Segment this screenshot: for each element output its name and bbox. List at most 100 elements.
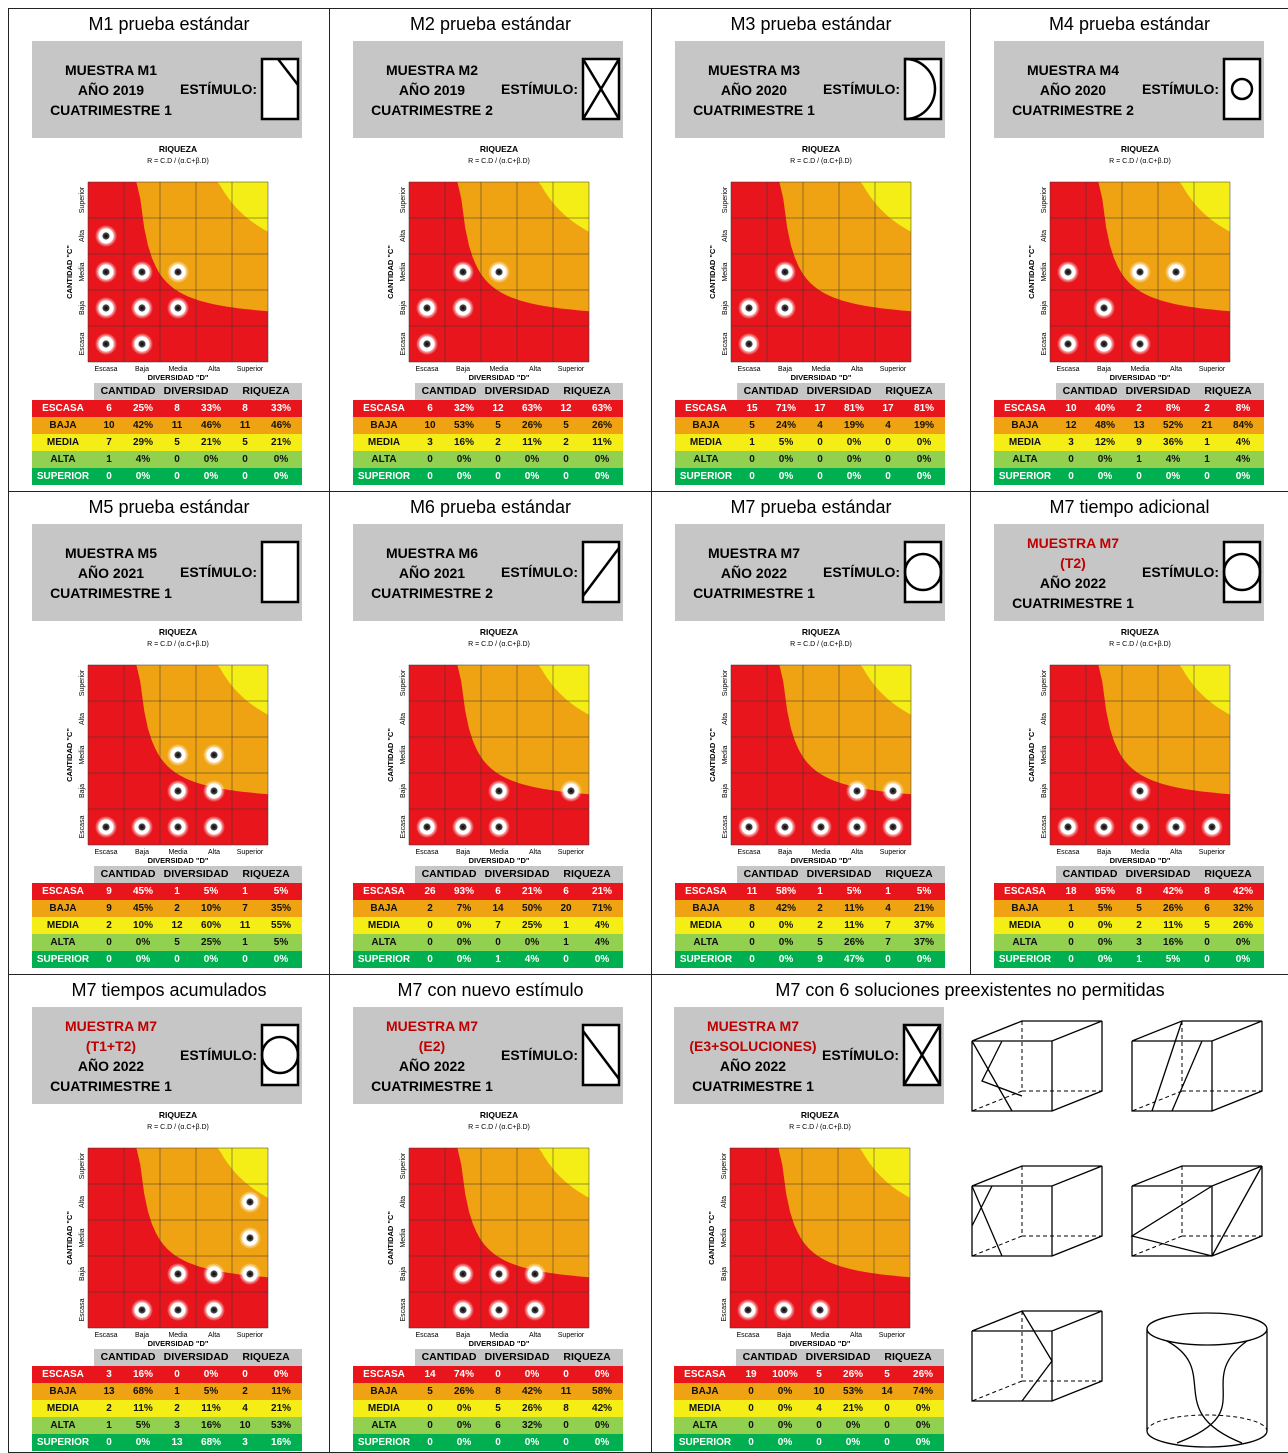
y-tick-label: Superior <box>79 669 86 696</box>
y-tick-label: Baja <box>79 784 86 798</box>
table-cell: 0% <box>902 1434 945 1451</box>
table-cell: 8 <box>551 1400 582 1417</box>
sample-info-line: CUATRIMESTRE 1 <box>1012 594 1134 611</box>
data-point <box>488 780 510 802</box>
table-cell: 0 <box>872 1400 903 1417</box>
table-cell: 50% <box>513 900 552 917</box>
y-tick-label: Superior <box>400 669 407 696</box>
chart-zones <box>1050 665 1230 845</box>
zone-baja <box>755 1148 910 1278</box>
table-cell: 0% <box>834 1417 873 1434</box>
x-tick-label: Media <box>168 849 187 856</box>
sample-info: MUESTRA M2 AÑO 2019 CUATRIMESTRE 2 <box>357 41 507 138</box>
table-cell: 11% <box>581 434 624 451</box>
table-cell: 0 <box>804 1434 835 1451</box>
table-cell: 11 <box>737 883 767 900</box>
table-row: SUPERIOR 0 0% 0 0% 0 0% <box>674 1434 945 1451</box>
sample-header: MUESTRA M7 (T2) AÑO 2022 CUATRIMESTRE 1 ESTÍ… <box>994 524 1264 621</box>
zone-media <box>1111 182 1230 232</box>
table-cell: 0 <box>230 451 261 468</box>
table-cell: 0 <box>736 1400 766 1417</box>
table-cell: 4 <box>804 1400 835 1417</box>
table-cell: 9 <box>1124 434 1155 451</box>
table-cell: 0% <box>766 1400 805 1417</box>
chart-formula: R = C.D / (α.C+β.D) <box>790 158 852 165</box>
data-point <box>167 1299 189 1321</box>
table-row: ESCASA 26 93% 6 21% 6 21% <box>353 883 624 900</box>
sample-info-line: AÑO 2021 <box>77 564 145 581</box>
x-tick-label: Alta <box>529 849 541 856</box>
data-point <box>452 1299 474 1321</box>
y-tick-label: Media <box>1041 745 1048 764</box>
table-cell: 1 <box>1124 951 1155 968</box>
row-label: ALTA <box>675 451 737 468</box>
table-row: ALTA 1 4% 0 0% 0 0% <box>32 451 303 468</box>
table-cell: 0% <box>513 1434 552 1451</box>
table-cell: 60% <box>192 917 231 934</box>
table-row: BAJA 8 42% 2 11% 4 21% <box>675 900 946 917</box>
x-tick-label: Media <box>489 366 508 373</box>
table-cell: 0% <box>767 468 806 485</box>
stimulus-label: ESTÍMULO: <box>501 564 578 580</box>
box-solution-5-icon <box>971 1310 1103 1402</box>
table-corner <box>674 1349 736 1366</box>
table-cell: 10 <box>415 417 445 434</box>
row-label: MEDIA <box>994 917 1056 934</box>
data-point <box>1093 333 1115 355</box>
x-cross-icon <box>902 1023 942 1087</box>
table-row: MEDIA 0 0% 5 26% 8 42% <box>353 1400 624 1417</box>
data-point <box>203 1263 225 1285</box>
table-cell: 10 <box>94 417 124 434</box>
table-header: RIQUEZA <box>873 866 946 883</box>
table-cell: 0% <box>445 451 484 468</box>
table-cell: 0% <box>1222 934 1265 951</box>
zone-media <box>470 1148 589 1198</box>
row-label: ALTA <box>353 451 415 468</box>
table-cell: 58% <box>581 1383 624 1400</box>
panel-cell: M3 prueba estándar MUESTRA M3 AÑO 2020 CUAT… <box>652 9 971 492</box>
chart-formula: R = C.D / (α.C+β.D) <box>789 1124 851 1131</box>
table-cell: 1 <box>737 434 767 451</box>
table-cell: 45% <box>124 883 163 900</box>
table-cell: 0 <box>162 451 193 468</box>
sample-info-line: CUATRIMESTRE 1 <box>50 101 172 118</box>
x-tick-label: Superior <box>237 366 264 373</box>
table-row: MEDIA 0 0% 2 11% 5 26% <box>994 917 1265 934</box>
table-cell: 5 <box>804 1366 835 1383</box>
table-cell: 19 <box>736 1366 766 1383</box>
panel-title: M7 tiempos acumulados <box>71 980 267 1000</box>
table-cell: 0 <box>415 1400 445 1417</box>
table-cell: 55% <box>260 917 303 934</box>
data-point <box>203 816 225 838</box>
riqueza-chart: RIQUEZA R = C.D / (α.C+β.D) Escasa Escasa Ba… <box>994 621 1264 866</box>
data-point <box>1129 261 1151 283</box>
riqueza-chart: RIQUEZA R = C.D / (α.C+β.D) Escasa Escasa Ba… <box>32 1104 302 1349</box>
data-point <box>167 780 189 802</box>
sample-header: MUESTRA M7 AÑO 2022 CUATRIMESTRE 1 ESTÍMULO… <box>675 524 945 621</box>
table-row: ALTA 1 5% 3 16% 10 53% <box>32 1417 303 1434</box>
data-point <box>1093 297 1115 319</box>
row-label: MEDIA <box>994 434 1056 451</box>
row-label: MEDIA <box>353 1400 415 1417</box>
table-cell: 0 <box>230 468 261 485</box>
x-tick-label: Media <box>811 366 830 373</box>
table-row: ESCASA 10 40% 2 8% 2 8% <box>994 400 1265 417</box>
row-label: ALTA <box>675 934 737 951</box>
table-cell: 4% <box>1154 451 1193 468</box>
y-tick-label: Media <box>721 1228 728 1247</box>
table-cell: 0% <box>260 951 303 968</box>
riqueza-chart: RIQUEZA R = C.D / (α.C+β.D) Escasa Escasa Ba… <box>353 621 623 866</box>
table-cell: 18 <box>1056 883 1086 900</box>
table-cell: 2 <box>162 900 193 917</box>
sample-info-line: MUESTRA M7 <box>64 1017 158 1034</box>
table-cell: 46% <box>192 417 231 434</box>
table-header: CANTIDAD <box>737 866 806 883</box>
results-table: CANTIDAD DIVERSIDAD RIQUEZA ESCASA 18 95% 8 42%… <box>994 866 1265 970</box>
table-row: SUPERIOR 0 0% 13 68% 3 16% <box>32 1434 303 1451</box>
table-cell: 26% <box>445 1383 484 1400</box>
chart-formula: R = C.D / (α.C+β.D) <box>1109 158 1171 165</box>
table-cell: 12 <box>1056 417 1086 434</box>
chart-title: RIQUEZA <box>1121 144 1159 154</box>
y-tick-label: Superior <box>722 186 729 213</box>
y-tick-label: Alta <box>79 230 86 242</box>
